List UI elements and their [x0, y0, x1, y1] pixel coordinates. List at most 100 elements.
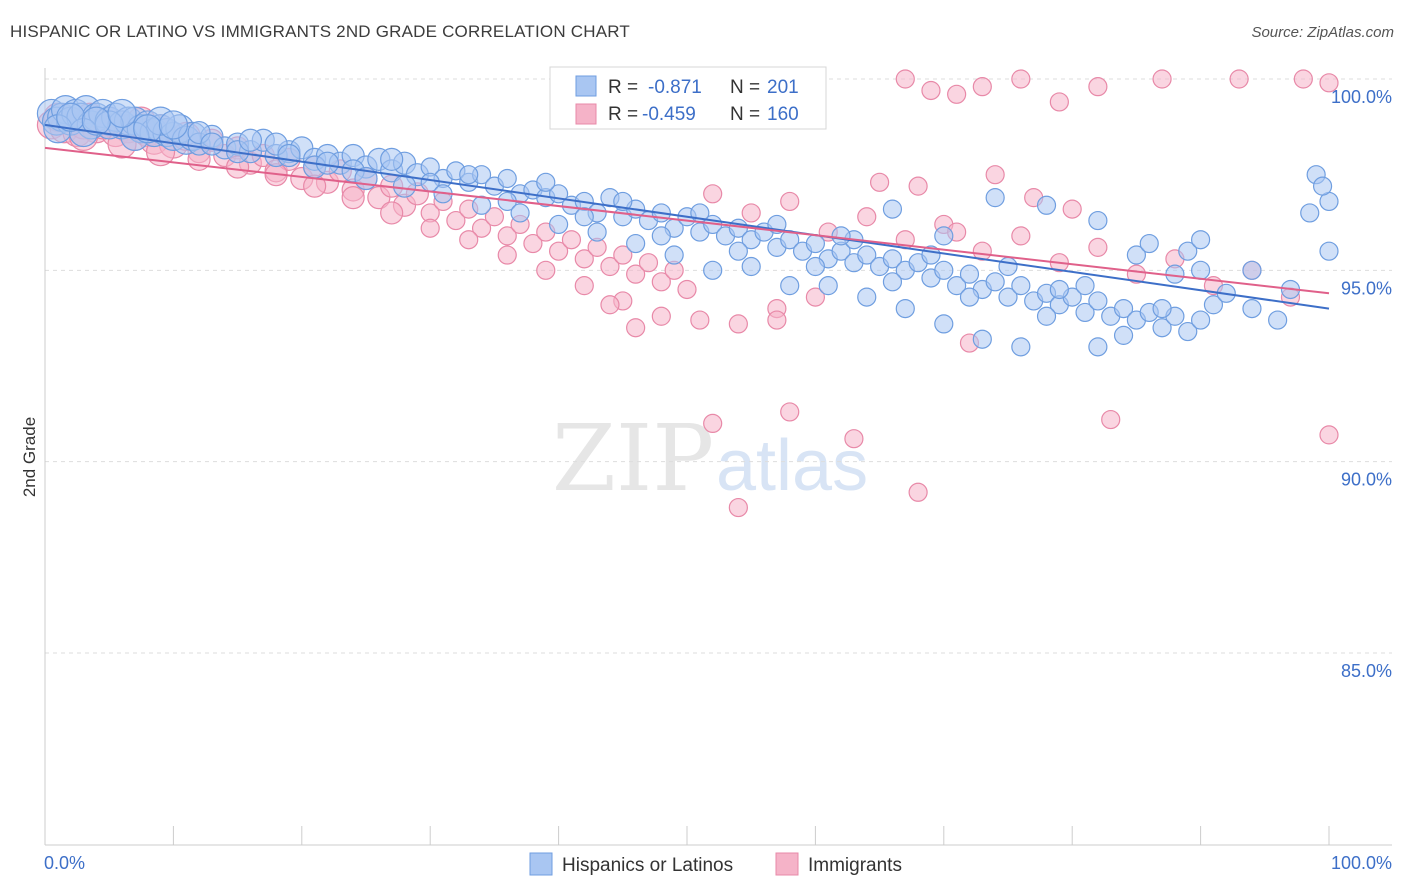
hispanic-points — [36, 95, 1339, 357]
stats-n-label-1: N = — [730, 77, 760, 98]
hispanic-point — [947, 276, 967, 296]
stats-n-label-2: N = — [730, 104, 760, 125]
hispanic-point — [1049, 279, 1069, 300]
legend-swatch-hispanic — [529, 852, 553, 876]
immigrant-trend-line — [44, 146, 1330, 295]
hispanic-point — [818, 276, 838, 296]
hispanic-point — [831, 226, 851, 246]
hispanic-point — [1178, 241, 1198, 261]
hispanic-point — [1088, 291, 1108, 311]
immigrant-point — [921, 80, 941, 101]
hispanic-point — [497, 168, 517, 189]
legend-label-hispanic: Hispanics or Latinos — [562, 855, 733, 876]
immigrant-point — [638, 253, 659, 273]
immigrant-point — [613, 245, 633, 265]
y-axis-label: 2nd Grade — [20, 417, 39, 497]
immigrant-point — [780, 402, 800, 422]
hispanic-point — [741, 256, 761, 277]
stats-n-value-1: 201 — [767, 77, 799, 98]
immigrant-point — [651, 272, 671, 292]
immigrant-point — [780, 191, 800, 212]
hispanic-point — [574, 207, 594, 227]
immigrant-point — [600, 256, 620, 277]
stats-r-value-2: -0.459 — [642, 104, 696, 125]
immigrant-point — [1293, 69, 1313, 89]
immigrant-point — [497, 226, 517, 246]
hispanic-point — [392, 174, 417, 198]
hispanic-point — [1300, 203, 1320, 223]
immigrant-point — [484, 207, 504, 227]
hispanic-point — [1075, 276, 1095, 296]
hispanic-point — [805, 256, 826, 277]
immigrant-point — [471, 218, 492, 238]
hispanic-point — [1139, 233, 1159, 254]
immigrant-point — [574, 276, 594, 296]
hispanic-point — [1126, 245, 1147, 265]
immigrant-point — [561, 230, 582, 250]
hispanic-point — [1036, 306, 1057, 326]
hispanic-point — [780, 276, 800, 296]
hispanic-point — [895, 299, 915, 319]
hispanic-point — [703, 260, 723, 280]
immigrant-point — [677, 279, 697, 300]
hispanic-point — [857, 287, 877, 307]
immigrant-point — [459, 230, 479, 250]
y-tick-label: 90.0% — [1341, 470, 1392, 490]
x-axis-ticks — [44, 826, 1330, 845]
immigrant-point — [728, 314, 748, 334]
hispanic-point — [1319, 241, 1339, 261]
immigrant-point — [908, 176, 928, 196]
chart-title: HISPANIC OR LATINO VS IMMIGRANTS 2ND GRA… — [10, 22, 630, 41]
immigrant-point — [1011, 69, 1031, 89]
hispanic-point — [1113, 325, 1134, 345]
hispanic-point — [1268, 310, 1288, 330]
hispanic-point — [985, 272, 1005, 292]
series-legend: Hispanics or Latinos Immigrants — [529, 852, 902, 876]
immigrant-point — [1152, 69, 1172, 89]
hispanic-point — [1152, 299, 1172, 319]
immigrant-point — [420, 218, 440, 238]
immigrant-point — [1319, 425, 1339, 445]
hispanic-point — [1203, 295, 1224, 315]
immigrant-point — [703, 413, 723, 433]
hispanic-point — [510, 203, 530, 223]
hispanic-point — [200, 132, 224, 156]
hispanic-point — [1178, 321, 1198, 342]
immigrant-point — [767, 310, 787, 330]
hispanic-point — [1113, 299, 1134, 319]
hispanic-point — [1190, 310, 1211, 330]
immigrant-point — [1088, 237, 1108, 257]
y-tick-label: 95.0% — [1341, 278, 1392, 298]
immigrant-point — [972, 241, 992, 261]
legend-swatch-immigrants — [775, 852, 799, 876]
immigrant-point — [1229, 69, 1249, 89]
hispanic-point — [536, 172, 556, 192]
x-tick-label-min: 0.0% — [44, 853, 85, 873]
immigrant-point — [805, 287, 826, 307]
immigrant-point — [895, 69, 915, 89]
immigrant-point — [703, 184, 723, 204]
immigrant-point — [1011, 226, 1031, 246]
hispanic-point — [626, 233, 646, 254]
immigrant-point — [869, 172, 890, 192]
hispanic-point — [1011, 337, 1031, 357]
hispanic-point — [882, 199, 903, 219]
immigrant-point — [1126, 264, 1147, 284]
immigrant-point — [728, 497, 748, 518]
stats-swatch-blue — [575, 75, 597, 97]
hispanic-point — [728, 241, 748, 261]
hispanic-point — [805, 233, 826, 254]
stats-r-label-2: R = — [608, 104, 638, 125]
immigrant-point — [651, 306, 671, 326]
immigrant-point — [741, 203, 761, 223]
hispanic-point — [1011, 276, 1031, 296]
immigrant-point — [1049, 92, 1069, 112]
hispanic-point — [315, 151, 340, 175]
hispanic-point — [998, 287, 1018, 307]
stats-r-label-1: R = — [608, 77, 638, 98]
stats-legend: R = -0.871 N = 201 R = -0.459 N = 160 — [549, 66, 827, 130]
hispanic-point — [1242, 299, 1262, 319]
immigrant-point — [536, 260, 556, 280]
immigrant-point — [497, 245, 517, 265]
